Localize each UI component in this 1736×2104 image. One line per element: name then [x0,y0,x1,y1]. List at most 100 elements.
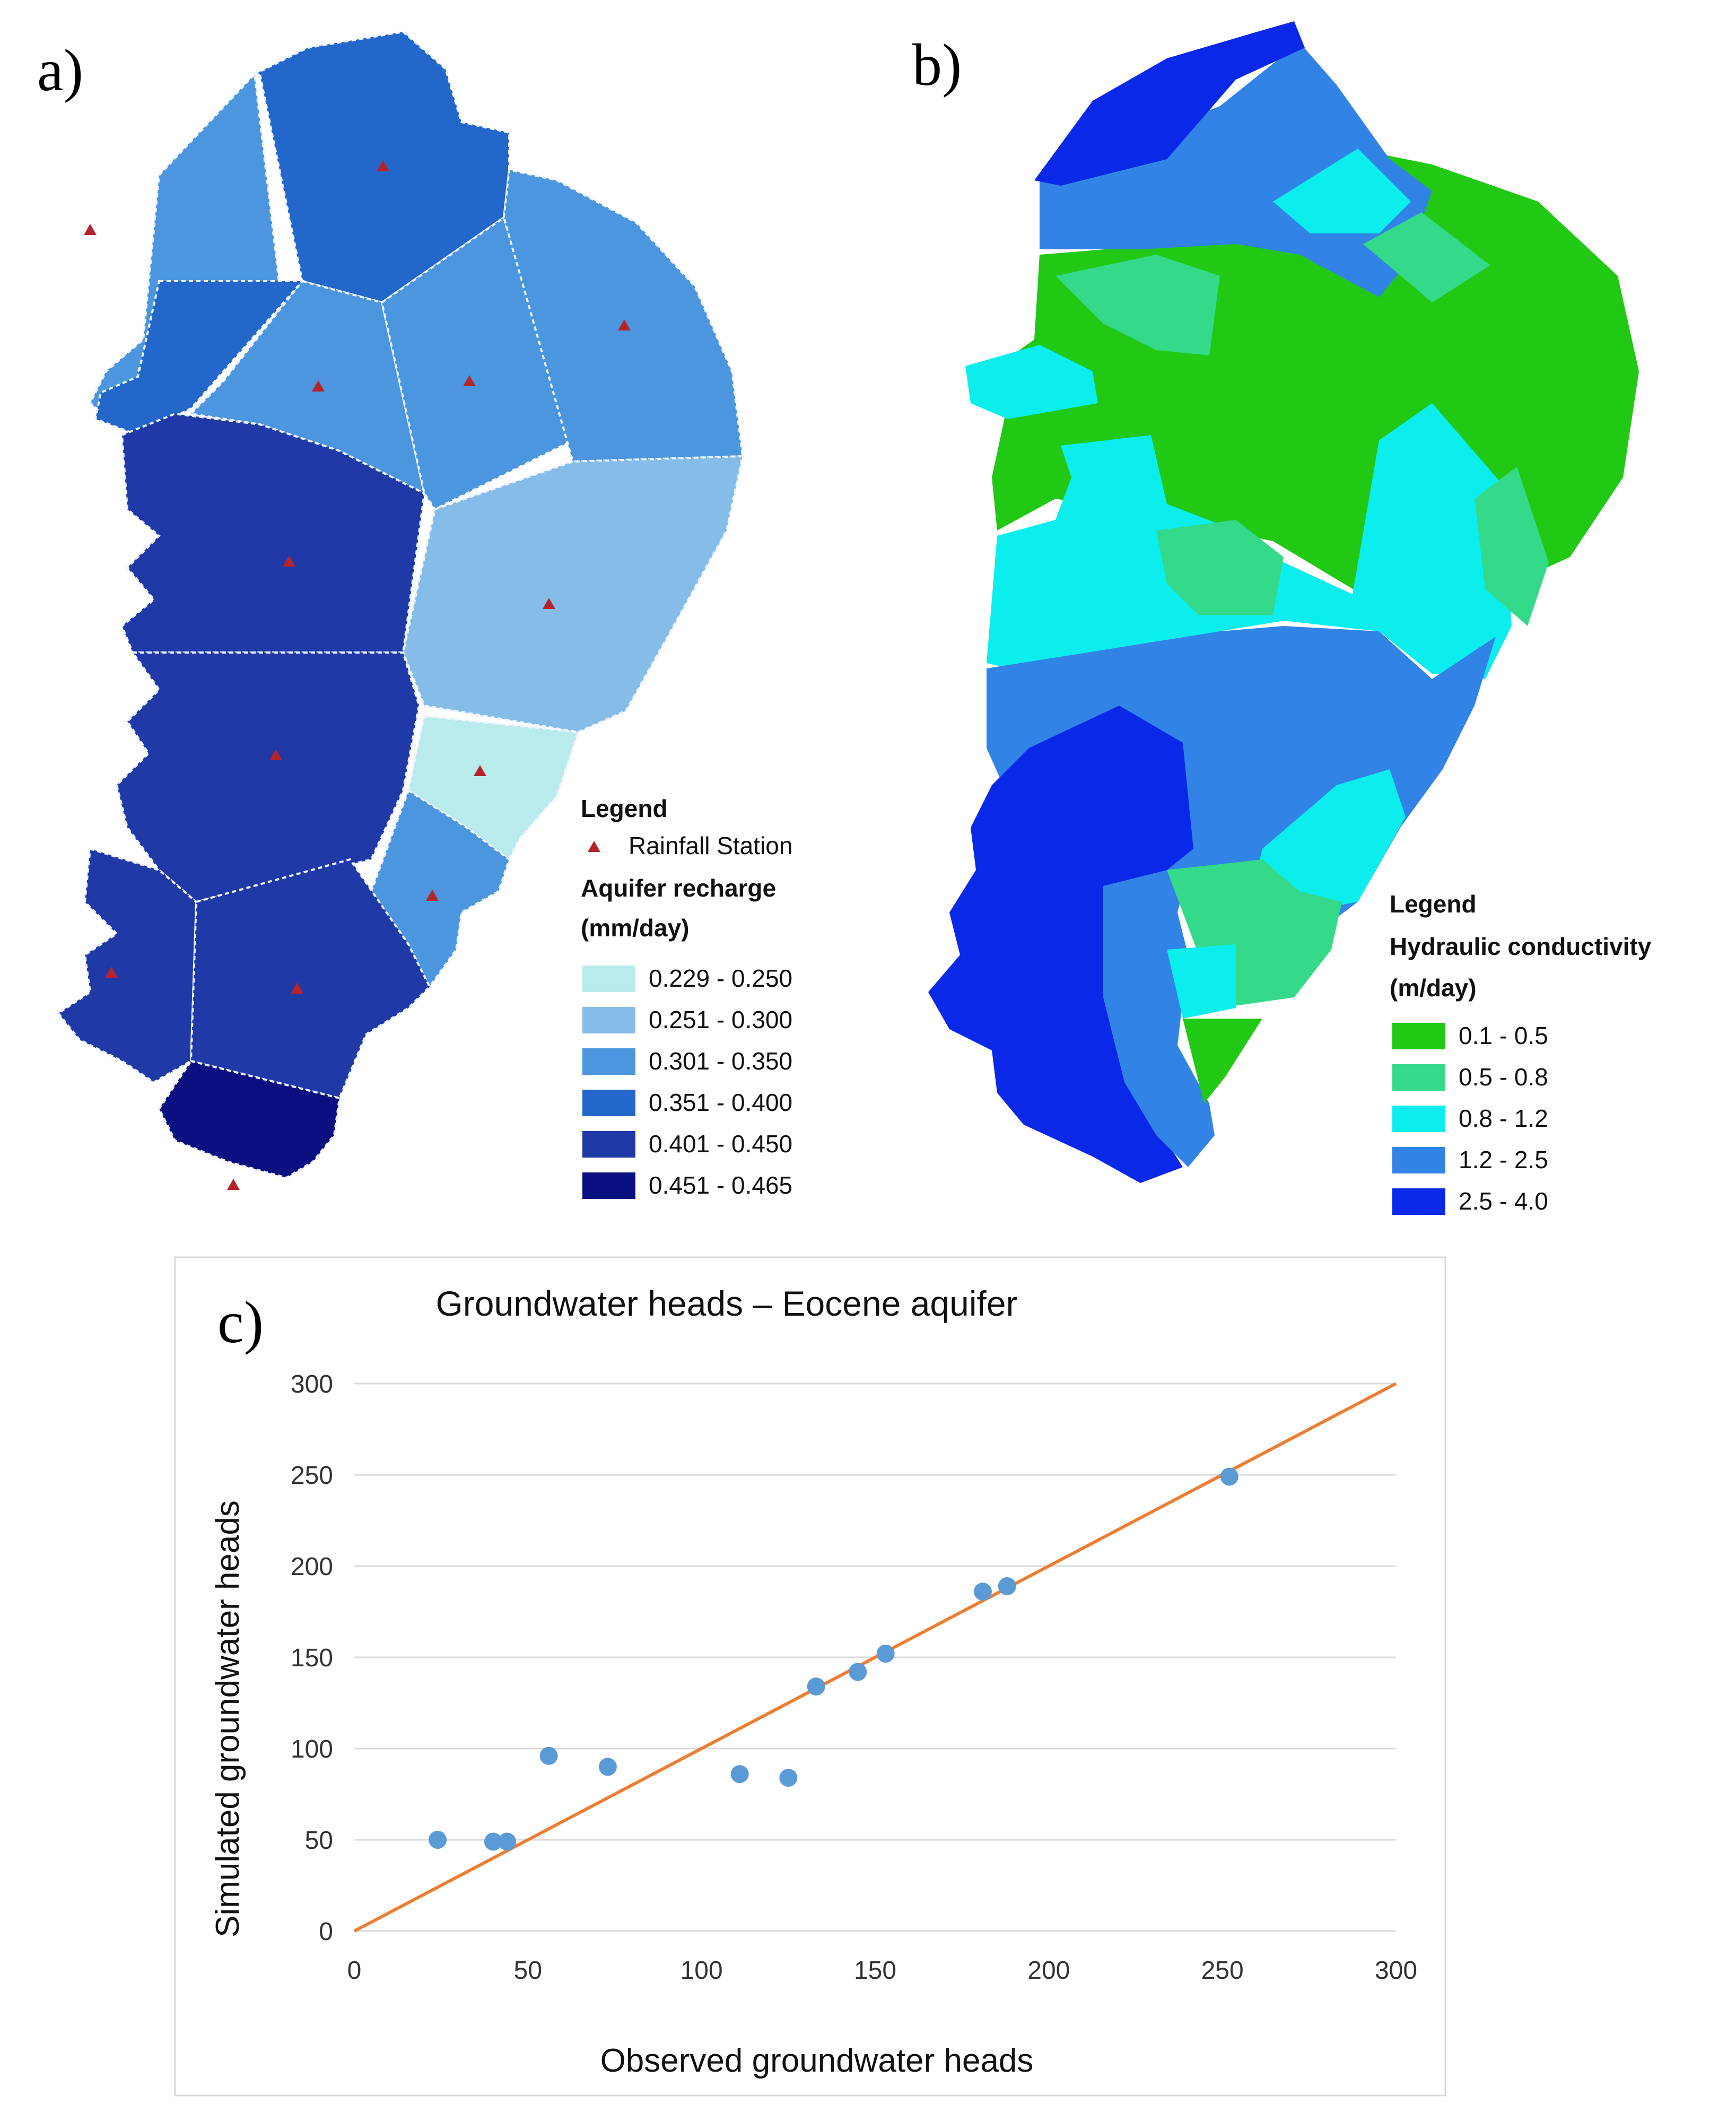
y-tick-label: 100 [291,1735,333,1763]
conductivity-zone-west-mint [1055,255,1220,355]
recharge-legend: Legend Rainfall Station Aquifer recharge… [581,795,792,1199]
x-tick-label: 200 [1027,1957,1070,1985]
y-tick-label: 50 [305,1827,333,1855]
scatter-point [1220,1467,1238,1486]
legend-class-label: 0.451 - 0.465 [649,1171,792,1199]
recharge-legend-items: 0.229 - 0.250 0.251 - 0.300 0.301 - 0.350 0… [582,964,792,1199]
rainfall-station-triangle-icon [463,375,476,386]
y-tick-label: 250 [291,1462,333,1490]
panel-a: a) [37,30,792,1199]
x-tick-label: 50 [514,1957,542,1985]
x-tick-label: 300 [1375,1957,1417,1985]
rainfall-station-triangle-icon [291,983,303,994]
y-tick-label: 0 [319,1918,333,1946]
legend-swatch [582,1007,635,1033]
y-tick-label: 300 [291,1370,333,1398]
legend-swatch [582,1172,635,1199]
recharge-legend-title: Legend [581,795,668,822]
conductivity-legend-items: 0.1 - 0.5 0.5 - 0.8 0.8 - 1.2 1.2 - 2.5 2.5 … [1392,1022,1548,1215]
x-tick-label: 250 [1201,1957,1244,1985]
rainfall-station-triangle-icon [377,160,389,171]
legend-class-label: 0.1 - 0.5 [1459,1022,1548,1049]
conductivity-legend-unit: (m/day) [1390,974,1477,1002]
conductivity-zone-north-dark [1034,21,1305,186]
legend-class-label: 1.2 - 2.5 [1459,1146,1548,1173]
panel-c: c) Groundwater heads – Eocene aquifer 0 5… [174,1256,1446,2097]
legend-class-label: 0.301 - 0.350 [649,1047,792,1075]
legend-swatch [1392,1188,1445,1215]
panel-c-letter: c) [217,1290,264,1355]
rainfall-station-triangle-icon [269,749,282,760]
scatter-point [730,1765,749,1784]
rainfall-station-triangle-icon [312,380,325,392]
x-tick-label: 150 [854,1957,896,1985]
conductivity-zone-north-cyan [1273,149,1411,233]
chart-title: Groundwater heads – Eocene aquifer [435,1284,1017,1323]
x-axis-label: Observed groundwater heads [600,2042,1034,2079]
rainfall-stations [84,160,631,1190]
recharge-zone-west-middle [115,651,421,903]
scatter-point [429,1831,447,1849]
conductivity-legend: Legend Hydraulic conductivity (m/day) 0.… [1390,890,1652,1215]
rainfall-station-triangle-icon [426,890,439,901]
panel-a-letter: a) [37,38,83,103]
legend-swatch [1392,1064,1445,1091]
legend-swatch [582,1048,635,1075]
recharge-zone-west-lobe [94,280,305,437]
scatter-points [429,1467,1238,1851]
x-tick-label: 0 [347,1957,362,1985]
conductivity-legend-heading: Hydraulic conductivity [1390,933,1652,960]
conductivity-zone-south-corridor [1103,870,1215,1167]
legend-swatch [1392,1106,1445,1132]
conductivity-zone-west-cyan [965,345,1098,419]
recharge-map [57,30,744,1179]
recharge-zone-nw-left [89,72,298,436]
scatter-point [598,1758,617,1776]
plot-gridlines [354,1383,1396,1932]
legend-swatch [582,1090,635,1116]
recharge-legend-unit: (mm/day) [581,914,689,942]
rainfall-station-triangle-icon [474,765,486,776]
x-tick-label: 100 [681,1957,723,1985]
conductivity-legend-title: Legend [1390,890,1477,918]
legend-class-label: 0.251 - 0.300 [649,1006,792,1033]
conductivity-zone-south-cyan [1167,944,1236,1019]
recharge-zone-far-south [158,1059,341,1179]
scatter-point [484,1832,502,1851]
rainfall-station-triangle-icon [227,1179,240,1190]
scatter-point [539,1746,558,1765]
y-tick-label: 200 [291,1553,333,1581]
legend-triangle-icon [588,841,600,852]
conductivity-map [928,21,1639,1183]
legend-class-label: 0.401 - 0.450 [649,1130,792,1158]
x-tick-labels: 0 50 100 150 200 250 300 [347,1957,1417,1985]
scatter-point [973,1583,992,1601]
legend-class-label: 0.351 - 0.400 [649,1089,792,1116]
legend-swatch [1392,1147,1445,1173]
legend-class-label: 0.229 - 0.250 [649,964,792,992]
scatter-point [779,1769,798,1787]
scatter-point [849,1663,867,1681]
recharge-legend-heading: Aquifer recharge [581,874,776,902]
chart-frame [174,1256,1446,2097]
panel-b: b) [912,21,1652,1215]
recharge-zone-southeast-lower [370,788,511,989]
rainfall-station-triangle-icon [283,555,295,567]
legend-class-label: 2.5 - 4.0 [1459,1187,1548,1215]
conductivity-zone-north-mint [1363,212,1490,302]
legend-class-label: 0.8 - 1.2 [1459,1105,1548,1132]
rainfall-station-triangle-icon [84,224,97,235]
legend-swatch [1392,1023,1445,1049]
panel-b-letter: b) [912,32,962,98]
rainfall-station-triangle-icon [543,598,555,609]
conductivity-zone-southeast-cyan [1252,769,1406,912]
rainfall-station-triangle-icon [105,967,118,978]
scatter-point [498,1832,517,1851]
legend-class-label: 0.5 - 0.8 [1459,1063,1548,1091]
legend-swatch [582,1131,635,1158]
scatter-point [876,1645,895,1663]
scatter-point [998,1577,1016,1595]
conductivity-zone-east-mint [1475,467,1549,626]
scatter-point [807,1677,825,1696]
